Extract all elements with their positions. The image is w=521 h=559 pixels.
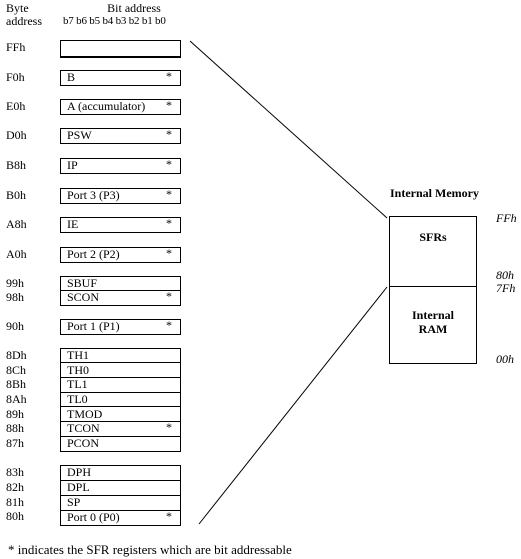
addr-label: 8Bh xyxy=(6,377,27,391)
addr-label: F0h xyxy=(6,70,25,84)
addr-label: 83h xyxy=(6,465,24,479)
addr-00h-italic: 00h xyxy=(496,352,514,366)
register-name: TH0 xyxy=(67,363,89,377)
bit-addressable-star: * xyxy=(166,157,172,171)
register-name: SP xyxy=(67,495,81,509)
register-ff xyxy=(60,40,181,57)
addr-ffh-italic: FFh xyxy=(496,211,517,225)
sfr-label: SFRs xyxy=(419,230,447,244)
addr-label: 82h xyxy=(6,480,24,494)
addr-80h-italic: 80h xyxy=(496,268,514,282)
register-name: TCON xyxy=(67,421,100,435)
register-name: DPH xyxy=(67,465,92,479)
register-name: TL0 xyxy=(67,392,88,406)
byte-label: Byte xyxy=(6,1,29,15)
register-name: Port 0 (P0) xyxy=(67,510,120,524)
register-name: A (accumulator) xyxy=(67,99,146,113)
addr-label: 98h xyxy=(6,290,24,304)
internal-ram-region xyxy=(389,286,477,364)
connector-top-line xyxy=(189,40,388,219)
bit-addressable-star: * xyxy=(166,98,172,112)
divider xyxy=(60,392,181,393)
addr-label: 87h xyxy=(6,436,24,450)
addr-label: B8h xyxy=(6,158,27,172)
register-b: B * xyxy=(60,70,181,86)
addr-label: 90h xyxy=(6,319,24,333)
addr-label: 89h xyxy=(6,407,24,421)
bit-addressable-star: * xyxy=(166,187,172,201)
addr-label: B0h xyxy=(6,188,27,202)
divider xyxy=(60,377,181,378)
register-a: A (accumulator) * xyxy=(60,99,181,115)
register-p3: Port 3 (P3) * xyxy=(60,188,181,204)
addr-label: 88h xyxy=(6,421,24,435)
register-sbuf-scon: SBUF SCON * xyxy=(60,276,181,306)
addr-label: A0h xyxy=(6,247,27,261)
divider xyxy=(60,406,181,407)
register-name: Port 3 (P3) xyxy=(67,188,120,202)
register-name: DPL xyxy=(67,480,90,494)
sfr-region xyxy=(389,216,477,287)
register-block-timers: TH1 TH0 TL1 TL0 TMOD TCON * PCON xyxy=(60,348,181,452)
address-label: address xyxy=(6,14,42,28)
register-name: TH1 xyxy=(67,348,89,362)
register-name: Port 2 (P2) xyxy=(67,247,120,261)
bit-address-label: Bit address xyxy=(107,1,161,15)
register-ip: IP * xyxy=(60,158,181,174)
divider xyxy=(60,57,181,58)
addr-label: 8Ah xyxy=(6,392,27,406)
addr-label: 99h xyxy=(6,276,24,290)
addr-label: E0h xyxy=(6,99,26,113)
divider xyxy=(60,421,181,422)
addr-label: A8h xyxy=(6,217,27,231)
divider xyxy=(60,510,181,511)
register-p2: Port 2 (P2) * xyxy=(60,247,181,263)
register-name: PCON xyxy=(67,436,100,450)
bit-addressable-star: * xyxy=(166,216,172,230)
register-name: B xyxy=(67,70,76,84)
addr-label: 81h xyxy=(6,495,24,509)
bit-addressable-star: * xyxy=(166,289,172,303)
divider xyxy=(60,290,181,291)
divider xyxy=(60,436,181,437)
bit-addressable-star: * xyxy=(166,69,172,83)
bit-addressable-star: * xyxy=(166,246,172,260)
internal-memory-title: Internal Memory xyxy=(390,186,479,200)
register-psw: PSW * xyxy=(60,128,181,144)
bit-addressable-star: * xyxy=(166,420,172,434)
register-name: SCON xyxy=(67,290,100,304)
addr-label: FFh xyxy=(6,40,26,54)
register-name: PSW xyxy=(67,128,92,142)
byte-address-header: Byte address xyxy=(6,2,42,28)
register-name: TL1 xyxy=(67,377,88,391)
addr-label: 80h xyxy=(6,509,24,523)
register-name: SBUF xyxy=(67,276,98,290)
register-name: IE xyxy=(67,217,79,231)
footnote: * indicates the SFR registers which are … xyxy=(8,542,292,557)
addr-label: 8Ch xyxy=(6,363,27,377)
divider xyxy=(60,495,181,496)
bit-addressable-star: * xyxy=(166,509,172,523)
register-name: IP xyxy=(67,158,78,172)
bit-addressable-star: * xyxy=(166,127,172,141)
register-name: TMOD xyxy=(67,407,103,421)
divider xyxy=(60,362,181,363)
connector-bottom-line xyxy=(198,286,388,525)
register-name: Port 1 (P1) xyxy=(67,319,120,333)
bit-addressable-star: * xyxy=(166,318,172,332)
ram-label-ram: RAM xyxy=(418,322,448,336)
register-p1: Port 1 (P1) * xyxy=(60,319,181,335)
addr-7fh-italic: 7Fh xyxy=(496,281,516,295)
divider xyxy=(60,480,181,481)
register-ie: IE * xyxy=(60,217,181,233)
ram-label-internal: Internal xyxy=(412,308,454,322)
addr-label: 8Dh xyxy=(6,348,27,362)
bit-columns-label: b7 b6 b5 b4 b3 b2 b1 b0 xyxy=(63,15,166,27)
addr-label: D0h xyxy=(6,128,27,142)
